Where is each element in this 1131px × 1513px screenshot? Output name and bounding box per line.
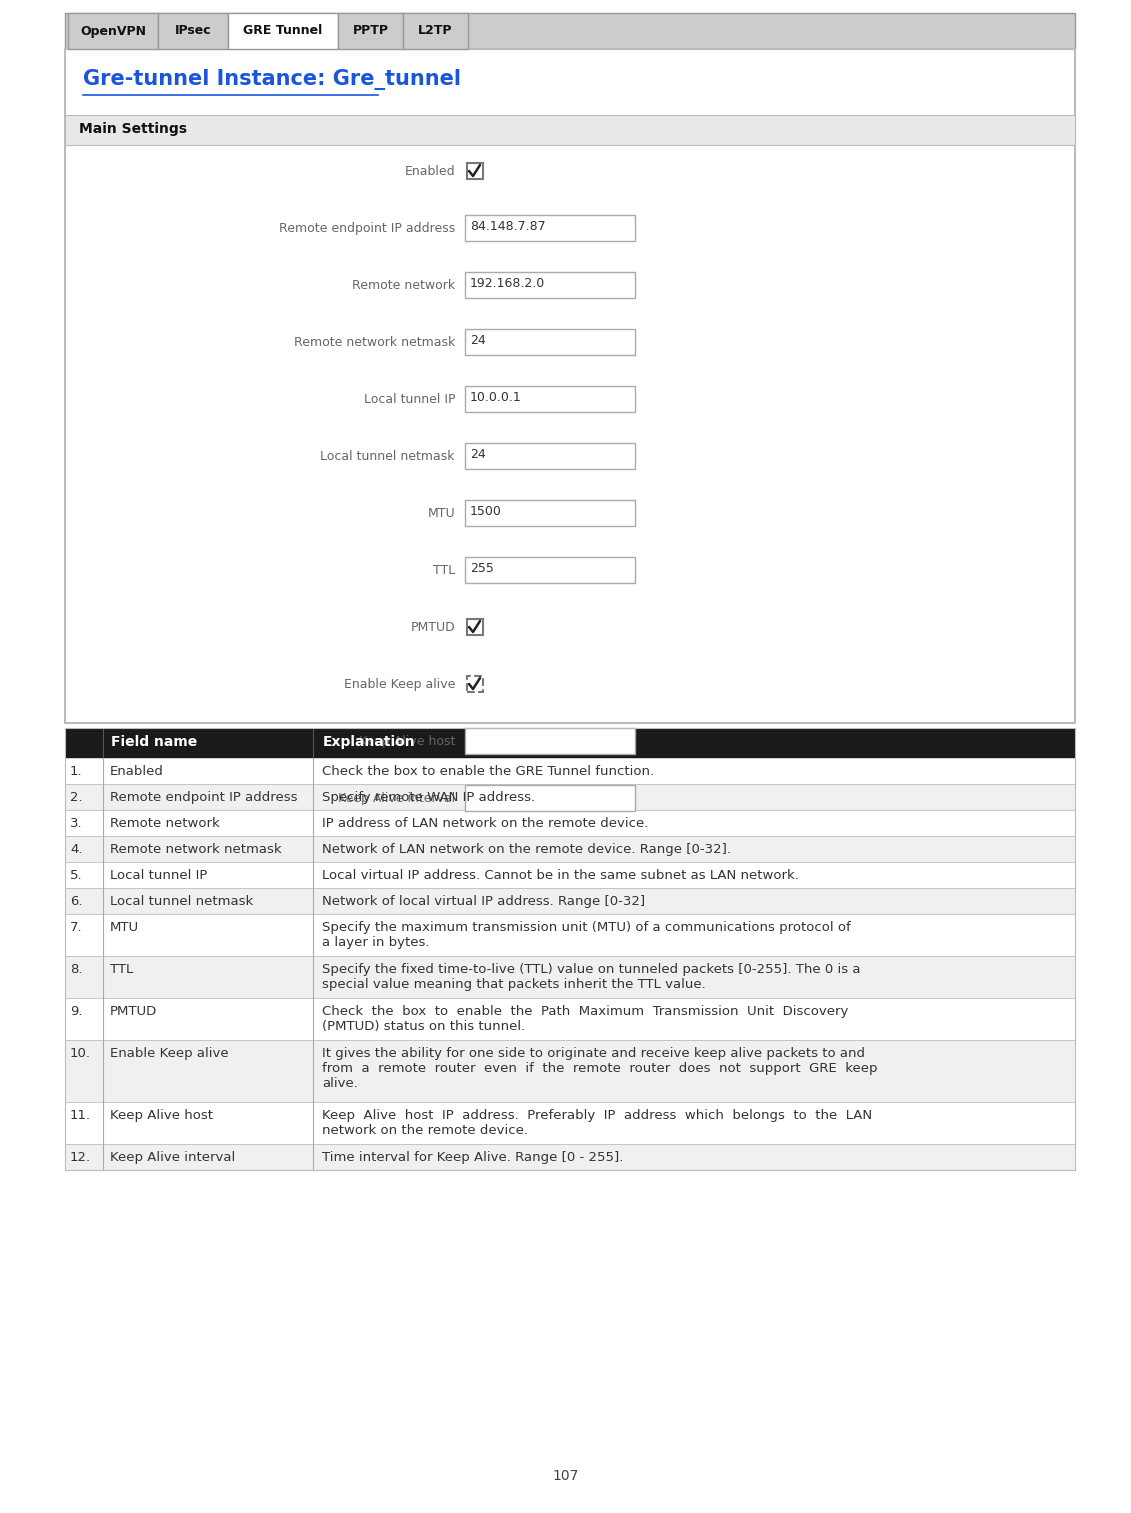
Text: Enable Keep alive: Enable Keep alive <box>110 1047 228 1061</box>
Bar <box>467 619 483 635</box>
Text: Local tunnel IP: Local tunnel IP <box>110 868 207 882</box>
Bar <box>467 676 483 691</box>
Bar <box>465 328 634 356</box>
Bar <box>64 956 1074 999</box>
Text: 6.: 6. <box>70 896 83 908</box>
Text: 24: 24 <box>470 448 485 461</box>
Bar <box>64 784 1074 809</box>
Bar <box>64 115 1074 145</box>
Text: Local tunnel netmask: Local tunnel netmask <box>320 449 455 463</box>
Bar <box>228 14 338 48</box>
Text: Remote endpoint IP address: Remote endpoint IP address <box>278 222 455 235</box>
Text: Main Settings: Main Settings <box>79 123 187 136</box>
Text: IP address of LAN network on the remote device.: IP address of LAN network on the remote … <box>322 817 648 831</box>
Text: 84.148.7.87: 84.148.7.87 <box>470 219 545 233</box>
Text: 9.: 9. <box>70 1005 83 1018</box>
Bar <box>338 14 403 48</box>
Text: 7.: 7. <box>70 921 83 934</box>
Bar <box>64 999 1074 1039</box>
Text: GRE Tunnel: GRE Tunnel <box>243 24 322 38</box>
Bar <box>64 809 1074 837</box>
Text: MTU: MTU <box>110 921 139 934</box>
Text: Specify the maximum transmission unit (MTU) of a communications protocol of
a la: Specify the maximum transmission unit (M… <box>322 921 851 949</box>
Text: Enable Keep alive: Enable Keep alive <box>344 678 455 691</box>
Text: 107: 107 <box>552 1469 579 1483</box>
Bar <box>158 14 228 48</box>
Text: 4.: 4. <box>70 843 83 856</box>
Text: OpenVPN: OpenVPN <box>80 24 146 38</box>
Bar <box>465 386 634 412</box>
Text: Remote network: Remote network <box>352 278 455 292</box>
Bar <box>64 48 1074 723</box>
Bar <box>465 215 634 241</box>
Bar <box>64 728 1074 758</box>
Text: Remote network netmask: Remote network netmask <box>294 336 455 350</box>
Bar <box>64 1144 1074 1170</box>
Bar <box>465 728 634 753</box>
Text: Gre-tunnel Instance: Gre_tunnel: Gre-tunnel Instance: Gre_tunnel <box>83 70 461 89</box>
Text: 3.: 3. <box>70 817 83 831</box>
Text: 192.168.2.0: 192.168.2.0 <box>470 277 545 290</box>
Text: Keep Alive interval: Keep Alive interval <box>110 1151 235 1163</box>
Bar <box>64 914 1074 956</box>
Text: It gives the ability for one side to originate and receive keep alive packets to: It gives the ability for one side to ori… <box>322 1047 878 1089</box>
Text: 5.: 5. <box>70 868 83 882</box>
Bar <box>465 499 634 527</box>
Text: 2.: 2. <box>70 791 83 803</box>
Text: Explanation: Explanation <box>323 735 415 749</box>
Text: Remote network: Remote network <box>110 817 219 831</box>
Text: Keep Alive host: Keep Alive host <box>359 735 455 747</box>
Text: 10.: 10. <box>70 1047 90 1061</box>
Text: Check the box to enable the GRE Tunnel function.: Check the box to enable the GRE Tunnel f… <box>322 766 654 778</box>
Text: Specify the fixed time-to-live (TTL) value on tunneled packets [0-255]. The 0 is: Specify the fixed time-to-live (TTL) val… <box>322 962 861 991</box>
Bar <box>465 785 634 811</box>
Bar <box>467 163 483 179</box>
Bar <box>64 14 1074 48</box>
Text: Remote endpoint IP address: Remote endpoint IP address <box>110 791 297 803</box>
Text: PMTUD: PMTUD <box>110 1005 157 1018</box>
Text: Keep  Alive  host  IP  address.  Preferably  IP  address  which  belongs  to  th: Keep Alive host IP address. Preferably I… <box>322 1109 872 1136</box>
Bar <box>64 1039 1074 1101</box>
Text: Time interval for Keep Alive. Range [0 - 255].: Time interval for Keep Alive. Range [0 -… <box>322 1151 623 1163</box>
Text: 10.0.0.1: 10.0.0.1 <box>470 390 521 404</box>
Text: Check  the  box  to  enable  the  Path  Maximum  Transmission  Unit  Discovery
(: Check the box to enable the Path Maximum… <box>322 1005 848 1033</box>
Bar <box>465 272 634 298</box>
Text: Network of local virtual IP address. Range [0-32]: Network of local virtual IP address. Ran… <box>322 896 645 908</box>
Text: TTL: TTL <box>110 962 133 976</box>
Bar <box>64 1101 1074 1144</box>
Bar <box>64 758 1074 784</box>
Text: Specify remote WAN IP address.: Specify remote WAN IP address. <box>322 791 535 803</box>
Text: Local tunnel IP: Local tunnel IP <box>363 393 455 405</box>
Text: 255: 255 <box>470 561 494 575</box>
Text: 11.: 11. <box>70 1109 92 1123</box>
Text: 8.: 8. <box>70 962 83 976</box>
Text: Enabled: Enabled <box>110 766 164 778</box>
Text: 24: 24 <box>470 334 485 346</box>
Text: Field name: Field name <box>111 735 197 749</box>
Text: MTU: MTU <box>428 507 455 520</box>
Bar <box>64 862 1074 888</box>
Text: L2TP: L2TP <box>418 24 452 38</box>
Text: Keep Alive host: Keep Alive host <box>110 1109 213 1123</box>
Text: Local tunnel netmask: Local tunnel netmask <box>110 896 253 908</box>
Bar <box>403 14 468 48</box>
Text: TTL: TTL <box>433 564 455 576</box>
Text: IPsec: IPsec <box>174 24 211 38</box>
Text: 12.: 12. <box>70 1151 92 1163</box>
Text: Local virtual IP address. Cannot be in the same subnet as LAN network.: Local virtual IP address. Cannot be in t… <box>322 868 798 882</box>
Text: PPTP: PPTP <box>353 24 389 38</box>
Text: 1.: 1. <box>70 766 83 778</box>
Bar <box>465 557 634 583</box>
Text: Network of LAN network on the remote device. Range [0-32].: Network of LAN network on the remote dev… <box>322 843 731 856</box>
Text: Remote network netmask: Remote network netmask <box>110 843 282 856</box>
Text: PMTUD: PMTUD <box>411 620 455 634</box>
Text: Keep Alive interval: Keep Alive interval <box>338 791 455 805</box>
Text: Enabled: Enabled <box>405 165 455 179</box>
Bar <box>68 14 158 48</box>
Text: 1500: 1500 <box>470 505 502 517</box>
Bar <box>64 837 1074 862</box>
Bar <box>64 888 1074 914</box>
Bar <box>465 443 634 469</box>
